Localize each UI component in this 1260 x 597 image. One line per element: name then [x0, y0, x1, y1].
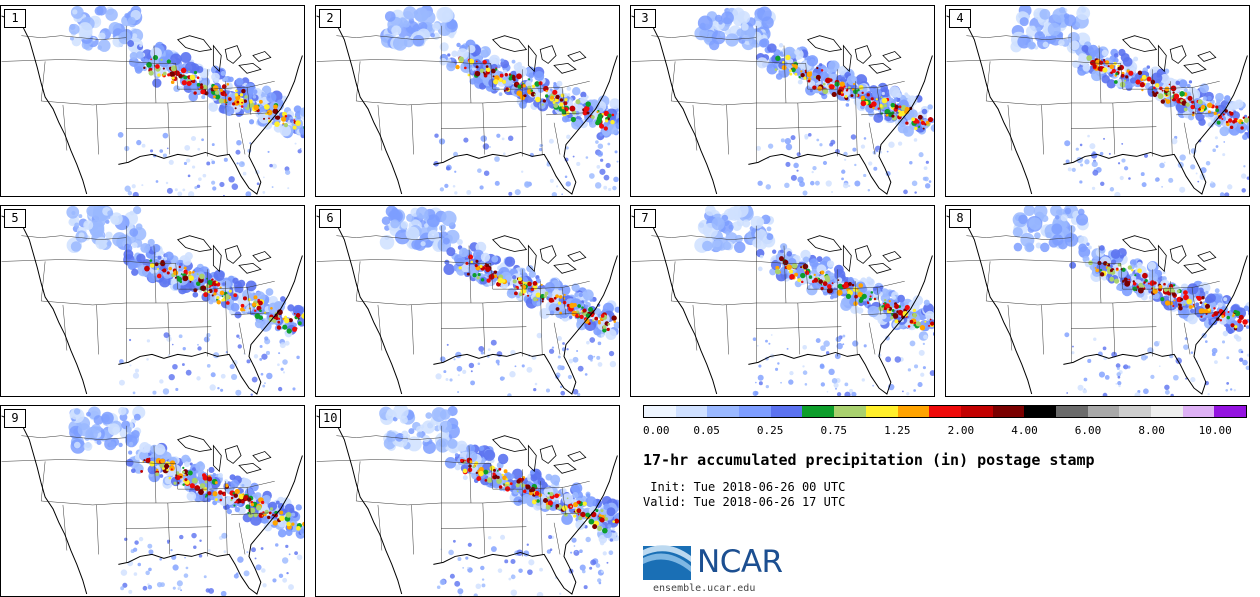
state-borders — [1, 25, 275, 163]
great-lakes — [492, 35, 587, 74]
state-borders — [1, 425, 275, 563]
panel-number-label: 9 — [4, 409, 26, 428]
coastline — [1, 415, 303, 595]
colorbar-swatch — [1087, 406, 1120, 417]
colorbar-tick-label: 8.00 — [1138, 424, 1165, 437]
panel-number-label: 3 — [634, 9, 656, 28]
precipitation-map — [1, 406, 304, 596]
panel-number-label: 1 — [4, 9, 26, 28]
precipitation-colorbar — [643, 405, 1247, 418]
colorbar-swatch — [897, 406, 930, 417]
coastline — [316, 15, 618, 195]
great-lakes — [492, 235, 587, 274]
colorbar-tick-label: 10.00 — [1198, 424, 1232, 437]
coastline — [1, 215, 303, 395]
state-borders — [631, 225, 905, 363]
colorbar-tick-label: 0.05 — [693, 424, 720, 437]
colorbar-tick-label: 0.75 — [820, 424, 847, 437]
state-borders — [316, 425, 590, 563]
precipitation-map — [316, 406, 619, 596]
coastline — [946, 15, 1248, 195]
map-panel-7: 7 — [630, 205, 935, 397]
panel-number-label: 10 — [319, 409, 342, 428]
great-lakes — [1122, 35, 1217, 74]
state-borders — [631, 25, 905, 163]
coastline — [631, 15, 933, 195]
map-panel-8: 8 — [945, 205, 1250, 397]
panel-number-label: 7 — [634, 209, 656, 228]
state-borders — [946, 225, 1220, 363]
map-panel-6: 6 — [315, 205, 620, 397]
state-borders — [316, 225, 590, 363]
precipitation-map — [1, 6, 304, 196]
colorbar-tick-label: 6.00 — [1074, 424, 1102, 437]
colorbar-swatch — [1055, 406, 1088, 417]
great-lakes — [807, 35, 902, 74]
panel-number-label: 2 — [319, 9, 341, 28]
map-panel-1: 1 — [0, 5, 305, 197]
map-title: 17-hr accumulated precipitation (in) pos… — [643, 451, 1095, 469]
valid-time: Valid: Tue 2018-06-26 17 UTC — [643, 495, 846, 509]
state-borders — [1, 225, 275, 363]
colorbar-tick-label: 1.25 — [884, 424, 911, 437]
colorbar-tick-labels: 0.00 0.05 0.25 0.75 1.25 2.00 4.00 6.00 8.00 10.0… — [643, 424, 1253, 438]
coastline — [1, 15, 303, 195]
state-borders — [946, 25, 1220, 163]
great-lakes — [492, 435, 587, 474]
ncar-logo-text: NCAR — [697, 544, 783, 580]
coastline — [316, 215, 618, 395]
colorbar-swatch — [707, 406, 740, 417]
great-lakes — [1122, 235, 1217, 274]
colorbar-swatch — [770, 406, 803, 417]
great-lakes — [177, 235, 272, 274]
colorbar-swatch — [739, 406, 771, 417]
map-panel-4: 4 — [945, 5, 1250, 197]
colorbar-tick-label: 0.25 — [756, 424, 784, 437]
colorbar-swatch — [960, 406, 993, 417]
colorbar-swatch — [802, 406, 835, 417]
great-lakes — [177, 35, 272, 74]
colorbar-tick-label: 2.00 — [947, 424, 975, 437]
great-lakes — [807, 235, 902, 274]
colorbar-swatch — [992, 406, 1025, 417]
panel-number-label: 5 — [4, 209, 26, 228]
colorbar-tick-label: 4.00 — [1011, 424, 1038, 437]
colorbar-tick-label: 0.00 — [643, 424, 670, 437]
panel-number-label: 6 — [319, 209, 341, 228]
map-panel-3: 3 — [630, 5, 935, 197]
great-lakes — [177, 435, 272, 474]
init-time: Init: Tue 2018-06-26 00 UTC — [643, 480, 846, 494]
coastline — [946, 215, 1248, 395]
colorbar-swatch — [834, 406, 866, 417]
map-panel-2: 2 — [315, 5, 620, 197]
panel-number-label: 8 — [949, 209, 971, 228]
precipitation-map — [946, 6, 1249, 196]
precipitation-map — [631, 6, 934, 196]
colorbar-swatch — [1024, 406, 1056, 417]
colorbar-swatch — [865, 406, 898, 417]
state-borders — [316, 25, 590, 163]
colorbar-swatch — [1151, 406, 1183, 417]
colorbar-swatch — [929, 406, 961, 417]
website-url: ensemble.ucar.edu — [653, 583, 756, 594]
precipitation-map — [316, 206, 619, 396]
precipitation-map — [316, 6, 619, 196]
ncar-logo-icon — [643, 545, 691, 580]
map-panel-10: 10 — [315, 405, 620, 597]
map-panel-9: 9 — [0, 405, 305, 597]
colorbar-swatch — [675, 406, 708, 417]
colorbar-swatch — [644, 406, 676, 417]
precipitation-map — [631, 206, 934, 396]
colorbar-swatch — [1182, 406, 1215, 417]
colorbar-swatch — [1119, 406, 1151, 417]
precipitation-map — [1, 206, 304, 396]
coastline — [316, 415, 618, 595]
coastline — [631, 215, 933, 395]
panel-number-label: 4 — [949, 9, 971, 28]
colorbar-swatch — [1214, 406, 1247, 417]
precipitation-map — [946, 206, 1249, 396]
map-panel-5: 5 — [0, 205, 305, 397]
